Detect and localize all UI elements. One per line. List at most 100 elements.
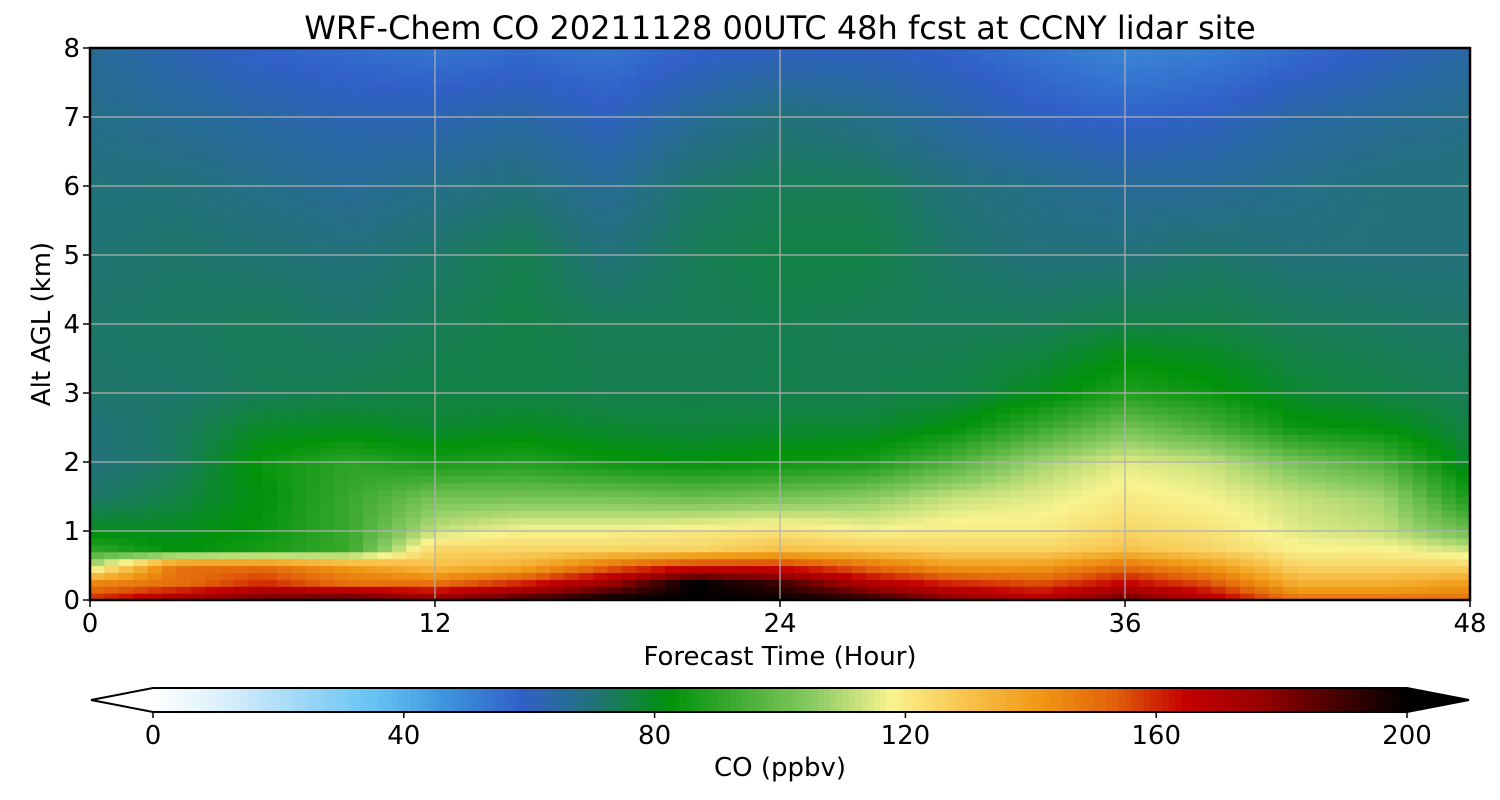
heatmap-cell (1139, 248, 1155, 256)
heatmap-cell (348, 386, 364, 394)
heatmap-cell (1311, 503, 1327, 511)
heatmap-cell (564, 241, 580, 249)
heatmap-cell (1225, 510, 1241, 518)
heatmap-cell (607, 303, 623, 311)
heatmap-cell (420, 393, 436, 401)
heatmap-cell (161, 565, 177, 573)
heatmap-cell (1053, 324, 1069, 332)
heatmap-cell (981, 337, 997, 346)
heatmap-cell (276, 489, 292, 498)
heatmap-cell (506, 261, 522, 270)
heatmap-cell (133, 593, 149, 600)
heatmap-cell (1383, 544, 1399, 553)
heatmap-cell (1398, 337, 1414, 346)
heatmap-cell (535, 358, 551, 366)
heatmap-cell (1326, 303, 1342, 311)
heatmap-cell (923, 503, 939, 511)
heatmap-cell (1240, 455, 1255, 463)
heatmap-cell (722, 241, 738, 249)
heatmap-cell (866, 517, 882, 525)
heatmap-cell (449, 544, 465, 553)
heatmap-cell (90, 455, 105, 463)
heatmap-cell (550, 455, 565, 463)
heatmap-cell (1326, 427, 1342, 435)
heatmap-cell (1311, 544, 1327, 553)
heatmap-cell (665, 275, 680, 284)
heatmap-cell (895, 441, 910, 449)
heatmap-cell (1412, 593, 1428, 600)
heatmap-cell (607, 413, 623, 422)
heatmap-cell (1096, 537, 1112, 546)
heatmap-cell (492, 544, 508, 553)
heatmap-cell (1441, 282, 1457, 291)
heatmap-cell (276, 524, 292, 532)
heatmap-cell (765, 510, 781, 518)
heatmap-cell (291, 593, 307, 600)
heatmap-cell (780, 510, 795, 518)
heatmap-cell (1426, 255, 1442, 263)
heatmap-cell (650, 358, 666, 366)
heatmap-cell (1053, 248, 1069, 256)
heatmap-cell (133, 310, 149, 318)
heatmap-cell (866, 351, 882, 360)
heatmap-cell (506, 455, 522, 463)
heatmap-cell (866, 413, 882, 422)
heatmap-cell (104, 544, 120, 553)
heatmap-cell (1168, 330, 1184, 339)
heatmap-cell (564, 310, 580, 318)
heatmap-cell (981, 593, 997, 600)
heatmap-cell (650, 517, 666, 525)
heatmap-cell (708, 586, 724, 594)
heatmap-cell (1369, 296, 1385, 304)
heatmap-cell (363, 448, 379, 456)
heatmap-cell (219, 593, 235, 600)
heatmap-cell (1225, 255, 1241, 263)
heatmap-cell (377, 261, 393, 270)
heatmap-cell (708, 503, 724, 511)
heatmap-cell (1182, 324, 1198, 332)
heatmap-cell (478, 268, 494, 277)
heatmap-cell (147, 468, 163, 477)
heatmap-cell (435, 261, 450, 270)
heatmap-cell (219, 386, 235, 394)
heatmap-cell (1455, 399, 1470, 408)
heatmap-cell (1024, 475, 1040, 484)
heatmap-cell (1196, 337, 1212, 346)
heatmap-cell (636, 324, 652, 332)
heatmap-cell (736, 241, 752, 249)
heatmap-cell (578, 248, 594, 256)
heatmap-cell (952, 393, 968, 401)
heatmap-cell (492, 482, 508, 491)
heatmap-cell (1412, 462, 1428, 470)
heatmap-cell (435, 303, 450, 311)
heatmap-cell (334, 282, 350, 291)
heatmap-cell (420, 358, 436, 366)
heatmap-cell (1096, 434, 1112, 442)
heatmap-cell (1081, 475, 1097, 484)
heatmap-cell (147, 337, 163, 346)
heatmap-cell (176, 324, 192, 332)
heatmap-cell (521, 275, 537, 284)
heatmap-cell (1369, 489, 1385, 498)
heatmap-cell (1441, 441, 1457, 449)
heatmap-cell (90, 379, 105, 387)
heatmap-cell (679, 441, 695, 449)
heatmap-cell (1067, 358, 1083, 366)
heatmap-cell (1311, 448, 1327, 456)
heatmap-cell (995, 586, 1011, 594)
heatmap-cell (550, 572, 565, 580)
heatmap-cell (1125, 565, 1140, 573)
heatmap-cell (1311, 268, 1327, 277)
heatmap-cell (276, 413, 292, 422)
heatmap-cell (1125, 261, 1140, 270)
heatmap-cell (736, 358, 752, 366)
heatmap-cell (1038, 399, 1054, 408)
heatmap-cell (550, 282, 565, 291)
heatmap-cell (708, 241, 724, 249)
heatmap-cell (837, 337, 853, 346)
heatmap-cell (104, 434, 120, 442)
heatmap-cell (808, 517, 824, 525)
heatmap-cell (880, 399, 896, 408)
heatmap-cell (665, 482, 680, 491)
heatmap-cell (708, 558, 724, 567)
